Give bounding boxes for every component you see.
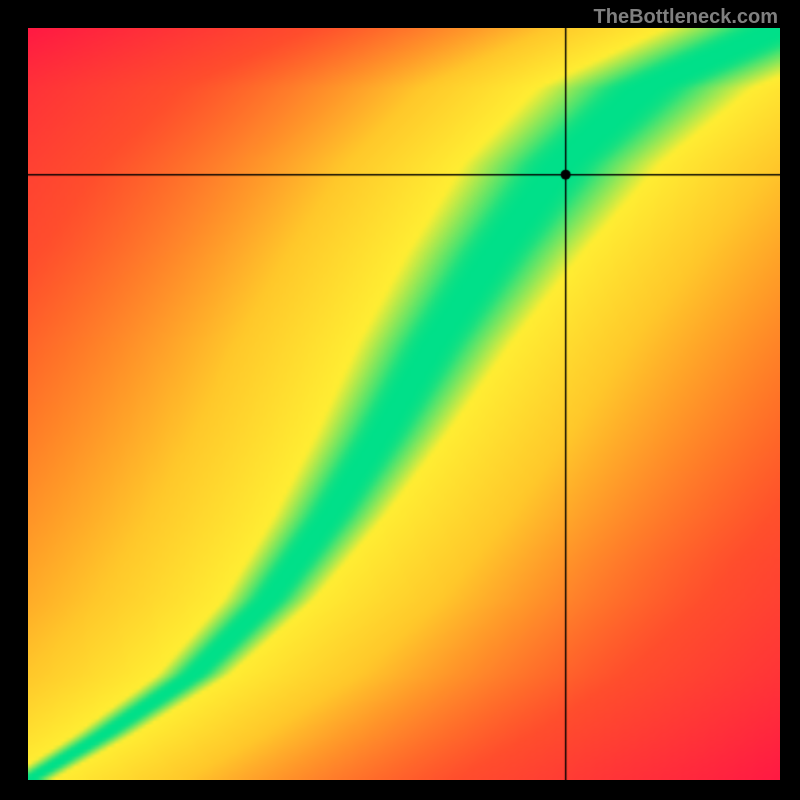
chart-container: TheBottleneck.com [0, 0, 800, 800]
watermark-text: TheBottleneck.com [594, 6, 778, 29]
bottleneck-heatmap [28, 28, 780, 780]
